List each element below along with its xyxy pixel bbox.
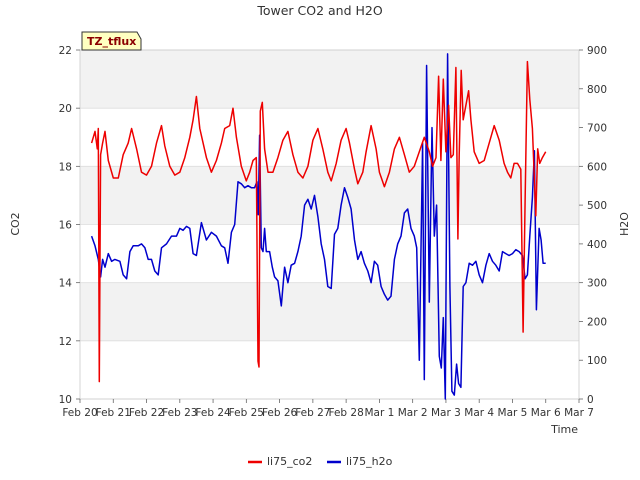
plot-band <box>80 340 579 399</box>
x-tick-label: Feb 23 <box>162 407 197 419</box>
y-left-tick-label: 12 <box>59 336 72 348</box>
x-tick-label: Mar 4 <box>464 407 494 419</box>
plot-band <box>80 108 579 167</box>
y-axis-right-title: H2O <box>618 212 631 236</box>
x-tick-label: Feb 26 <box>262 407 298 419</box>
x-tick-label: Mar 6 <box>531 407 561 419</box>
x-tick-label: Feb 25 <box>229 407 264 419</box>
x-tick-label: Feb 27 <box>295 407 330 419</box>
y-left-tick-label: 18 <box>59 161 72 173</box>
chart-title: Tower CO2 and H2O <box>256 3 383 18</box>
y-axis-left: 10 12 14 16 18 20 22 <box>59 45 80 406</box>
x-tick-label: Feb 20 <box>62 407 97 419</box>
y-right-tick-label: 900 <box>587 45 607 57</box>
y-right-tick-label: 300 <box>587 278 607 290</box>
y-right-tick-label: 500 <box>587 200 607 212</box>
y-left-tick-label: 16 <box>59 220 73 232</box>
legend: li75_co2 li75_h2o <box>248 455 393 468</box>
plot-band <box>80 224 579 283</box>
x-tick-label: Mar 5 <box>498 407 528 419</box>
y-right-tick-label: 100 <box>587 355 607 367</box>
legend-label-li75_co2: li75_co2 <box>267 455 312 468</box>
y-right-tick-label: 0 <box>587 394 594 406</box>
y-right-tick-label: 400 <box>587 239 607 251</box>
series-line-li75_co2 <box>90 60 547 383</box>
badge-label: TZ_tflux <box>87 35 136 48</box>
x-tick-label: Feb 28 <box>328 407 363 419</box>
x-tick-label: Feb 22 <box>129 407 164 419</box>
y-left-tick-label: 22 <box>59 45 72 57</box>
x-tick-label: Mar 3 <box>431 407 461 419</box>
y-left-tick-label: 20 <box>59 103 72 115</box>
y-right-tick-label: 700 <box>587 123 607 135</box>
series-line-li75_h2o <box>90 53 546 400</box>
legend-label-li75_h2o: li75_h2o <box>346 455 393 468</box>
plot-band <box>80 282 579 341</box>
series-layer <box>90 53 547 400</box>
badge-box <box>81 31 142 51</box>
x-tick-label: Feb 24 <box>195 407 231 419</box>
y-right-tick-label: 800 <box>587 84 607 96</box>
y-axis-right: 0 100 200 300 400 500 600 700 800 900 <box>579 45 607 406</box>
plot-band <box>80 50 579 109</box>
x-tick-label: Feb 21 <box>96 407 131 419</box>
y-axis-left-title: CO2 <box>9 212 22 235</box>
x-tick-label: Mar 7 <box>564 407 594 419</box>
y-right-tick-label: 600 <box>587 161 607 173</box>
badge: TZ_tflux <box>81 31 142 51</box>
y-left-tick-label: 14 <box>59 278 73 290</box>
x-axis-title: Time <box>550 423 578 436</box>
plot-bands <box>80 49 579 400</box>
x-tick-label: Mar 1 <box>364 407 394 419</box>
y-left-tick-label: 10 <box>59 394 72 406</box>
x-tick-label: Mar 2 <box>398 407 428 419</box>
y-right-tick-label: 200 <box>587 316 607 328</box>
